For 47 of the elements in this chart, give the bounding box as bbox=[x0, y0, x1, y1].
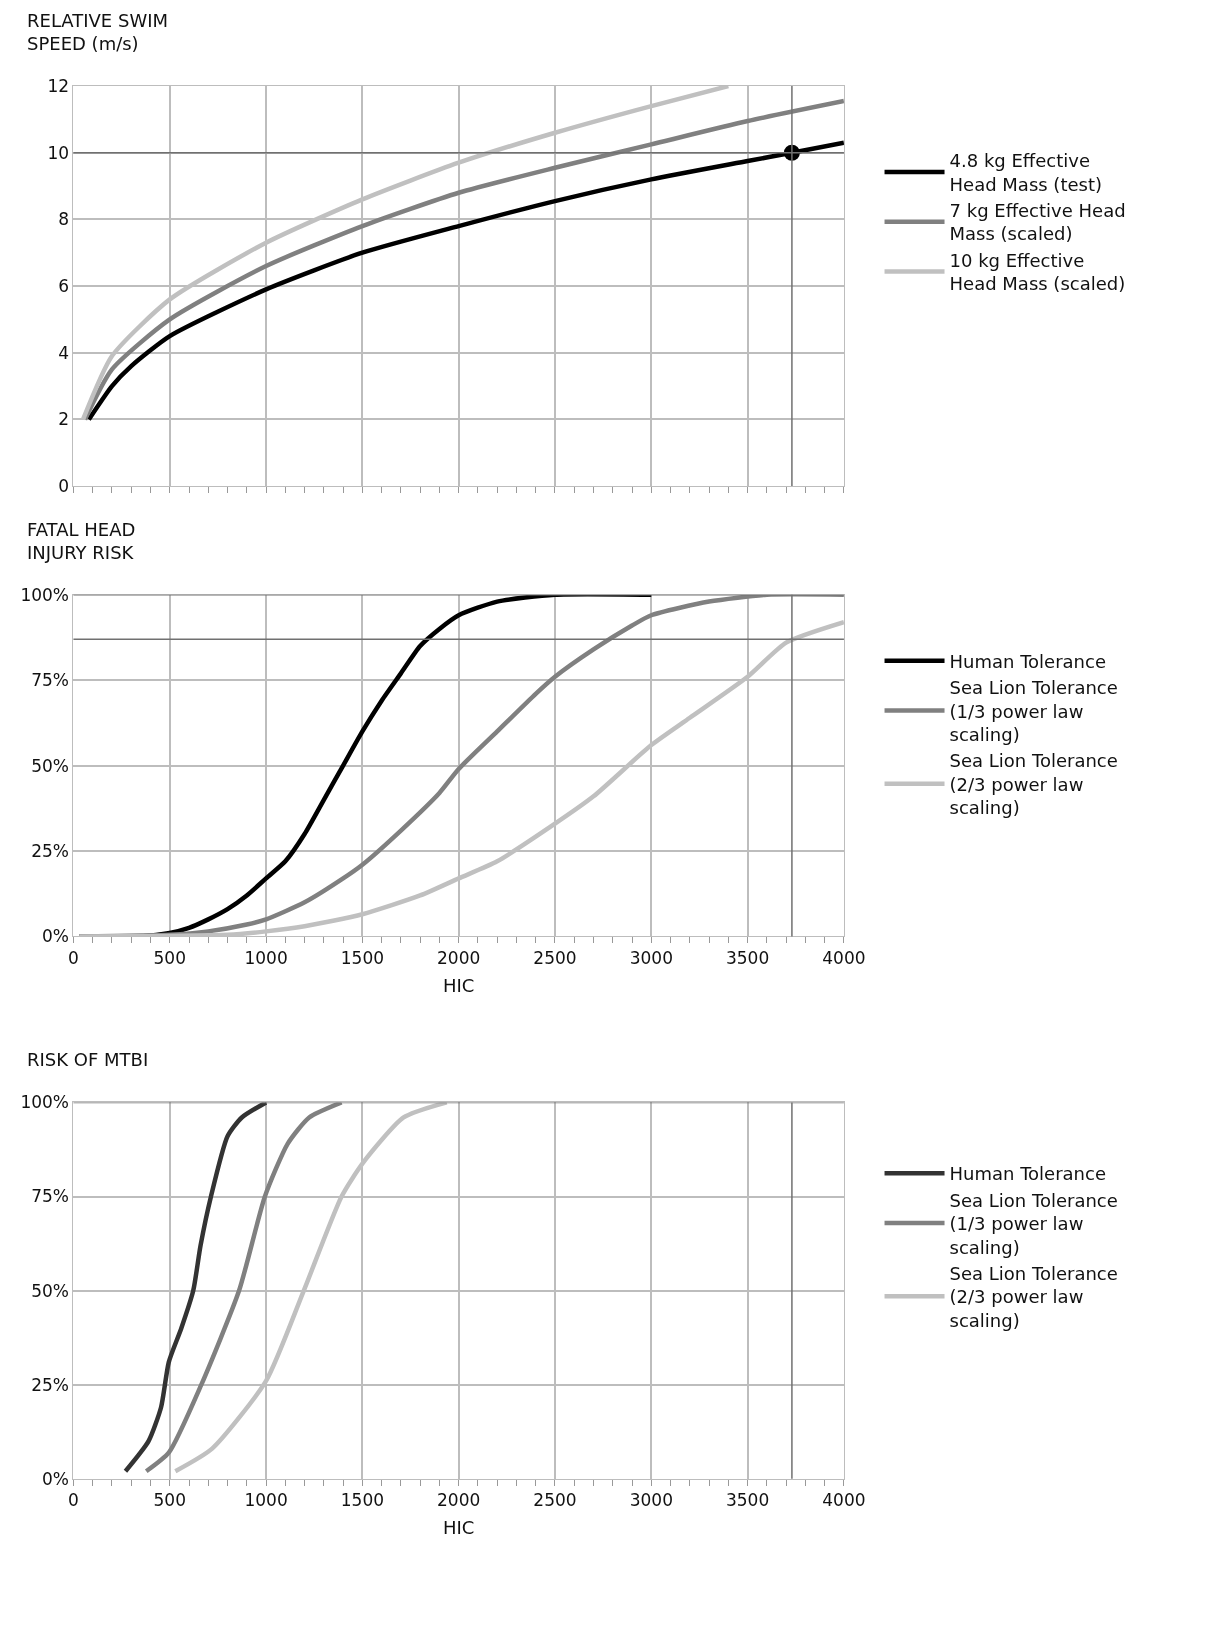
x-tick-label: 2000 bbox=[437, 947, 481, 968]
y-tick-label: 12 bbox=[47, 76, 70, 96]
x-tick-label: 3500 bbox=[725, 1490, 770, 1511]
y-tick-label: 4 bbox=[58, 342, 70, 363]
chart-title: FATAL HEAD INJURY RISK bbox=[27, 519, 136, 564]
y-tick-label: 75% bbox=[31, 1186, 70, 1207]
x-tick-label: 1000 bbox=[244, 947, 288, 968]
y-tick-label: 50% bbox=[31, 1280, 70, 1301]
x-tick-label: 2500 bbox=[533, 1490, 577, 1511]
x-tick-label: 1000 bbox=[244, 1490, 288, 1511]
legend-label: Sea Lion Tolerance (2/3 power law scaling) bbox=[949, 1262, 1118, 1331]
legend-label: 10 kg Effective Head Mass (scaled) bbox=[949, 249, 1126, 295]
y-tick-label: 100% bbox=[20, 1092, 70, 1113]
x-tick-label: 4000 bbox=[822, 1490, 866, 1511]
y-tick-label: 25% bbox=[31, 840, 70, 861]
legend-label: Sea Lion Tolerance (1/3 power law scaling) bbox=[949, 1189, 1118, 1258]
x-axis-title: HIC bbox=[442, 974, 475, 996]
x-tick-label: 4000 bbox=[822, 947, 866, 968]
x-tick-label: 1500 bbox=[340, 947, 385, 968]
y-tick-label: 100% bbox=[20, 584, 70, 605]
y-tick-label: 0% bbox=[42, 1468, 70, 1489]
y-tick-label: 25% bbox=[31, 1374, 70, 1395]
y-tick-label: 50% bbox=[31, 755, 70, 776]
x-tick-label: 3500 bbox=[725, 947, 770, 968]
y-tick-label: 6 bbox=[58, 276, 70, 297]
legend-label: 4.8 kg Effective Head Mass (test) bbox=[949, 150, 1102, 195]
y-tick-label: 8 bbox=[58, 209, 70, 230]
y-tick-label: 2 bbox=[58, 409, 70, 430]
x-tick-label: 500 bbox=[153, 1490, 186, 1511]
x-axis-title: HIC bbox=[442, 1517, 475, 1539]
legend-label: Human Tolerance bbox=[949, 1163, 1107, 1185]
legend-label: Sea Lion Tolerance (1/3 power law scaling) bbox=[949, 677, 1118, 745]
x-tick-label: 3000 bbox=[629, 1490, 673, 1511]
y-tick-label: 0 bbox=[58, 476, 70, 497]
legend-label: 7 kg Effective Head Mass (scaled) bbox=[949, 200, 1126, 245]
y-tick-label: 10 bbox=[47, 142, 70, 163]
x-tick-label: 2000 bbox=[437, 1490, 481, 1511]
y-tick-label: 0% bbox=[42, 926, 70, 947]
x-tick-label: 2500 bbox=[533, 947, 577, 968]
chart-title: RISK OF MTBI bbox=[27, 1049, 149, 1070]
legend-label: Sea Lion Tolerance (2/3 power law scaling) bbox=[949, 750, 1118, 819]
x-tick-label: 3000 bbox=[629, 947, 673, 968]
x-tick-label: 500 bbox=[153, 947, 186, 968]
x-tick-label: 1500 bbox=[340, 1490, 385, 1511]
legend-label: Human Tolerance bbox=[949, 650, 1107, 672]
chart-title: RELATIVE SWIM SPEED (m/s) bbox=[27, 10, 169, 55]
y-tick-label: 75% bbox=[31, 670, 70, 691]
